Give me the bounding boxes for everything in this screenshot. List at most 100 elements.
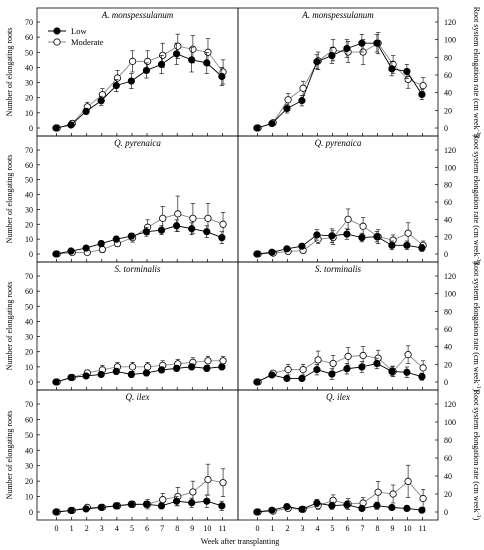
y-tick-label: 20 xyxy=(444,360,452,369)
data-point xyxy=(328,232,336,240)
data-point xyxy=(268,119,276,128)
data-point xyxy=(159,496,167,504)
y-tick-label: 40 xyxy=(25,446,33,455)
series-line xyxy=(55,225,223,255)
data-point xyxy=(219,357,227,365)
data-point xyxy=(97,97,105,105)
data-point xyxy=(52,508,60,516)
data-point xyxy=(157,60,166,69)
data-point xyxy=(112,82,120,90)
data-point xyxy=(419,364,427,372)
legend-label: Low xyxy=(71,26,87,36)
data-point xyxy=(67,506,75,515)
y-tick-label: 40 xyxy=(444,89,452,98)
y-tick-label: 20 xyxy=(444,233,452,242)
data-point xyxy=(298,505,306,513)
x-tick-label: 2 xyxy=(85,524,89,533)
y-tick-label: 80 xyxy=(444,436,452,445)
y-tick-label: 0 xyxy=(444,508,448,517)
data-point xyxy=(253,250,261,258)
x-tick-label: 3 xyxy=(301,524,305,533)
data-point xyxy=(52,124,60,132)
data-point xyxy=(253,378,261,386)
data-point xyxy=(358,39,366,47)
y-tick-label: 50 xyxy=(25,431,33,440)
series-moderate xyxy=(254,32,427,132)
data-point xyxy=(203,59,211,67)
y-tick-label: 60 xyxy=(444,325,452,334)
series-line xyxy=(55,500,222,513)
y-tick-label: 0 xyxy=(444,250,448,259)
data-point xyxy=(144,57,152,65)
series-moderate xyxy=(53,355,227,386)
left-axis-title: Number of elongating roots xyxy=(5,282,14,371)
y-tick-label: 120 xyxy=(444,400,456,409)
data-point xyxy=(98,245,106,254)
data-point xyxy=(298,97,306,105)
data-point xyxy=(358,504,366,512)
data-point xyxy=(388,241,396,249)
data-point xyxy=(373,39,381,47)
data-point xyxy=(173,497,181,505)
data-point xyxy=(127,77,135,85)
data-point xyxy=(284,96,292,104)
series-low xyxy=(253,357,426,386)
series-line xyxy=(257,42,424,129)
data-point xyxy=(418,90,426,99)
series-moderate xyxy=(53,195,227,258)
data-point xyxy=(142,369,151,377)
data-point xyxy=(284,366,292,374)
data-point xyxy=(142,500,151,508)
data-point xyxy=(203,497,211,505)
data-point xyxy=(128,57,137,65)
data-point xyxy=(218,502,226,510)
data-point xyxy=(174,42,182,50)
data-point xyxy=(204,214,212,222)
y-tick-label: 30 xyxy=(25,333,33,342)
y-tick-label: 50 xyxy=(25,302,33,311)
data-point xyxy=(142,66,151,75)
data-point xyxy=(373,502,381,510)
y-tick-label: 40 xyxy=(444,343,452,352)
left-axis-title: Number of elongating roots xyxy=(5,28,14,117)
x-tick-label: 5 xyxy=(331,524,335,533)
data-point xyxy=(204,357,212,365)
data-point xyxy=(403,368,411,376)
panel-6: S. torminalis 0 20 40 60 80 100 120 xyxy=(237,261,456,391)
y-tick-label: 10 xyxy=(25,493,33,502)
data-point xyxy=(283,245,291,253)
data-point xyxy=(329,359,337,368)
data-point xyxy=(218,363,226,371)
series-low xyxy=(253,499,426,516)
panel-4: Q. pyrenaica 0 20 40 60 80 100 120 xyxy=(237,135,456,263)
x-tick-label: 1 xyxy=(271,524,275,533)
data-point xyxy=(52,378,60,386)
series-line xyxy=(55,53,223,129)
data-point xyxy=(314,356,322,364)
left-axis-title: Number of elongating roots xyxy=(5,411,14,500)
data-point xyxy=(82,505,90,513)
panel-3: Q. pyrenaica 0 10 20 30 40 50 60 70 xyxy=(25,135,239,263)
data-point xyxy=(173,222,181,230)
right-axis-title: Root system elongation rate (cm week-1) xyxy=(472,390,481,521)
x-tick-label: 6 xyxy=(145,524,149,533)
y-tick-label: 10 xyxy=(25,109,33,118)
series-line xyxy=(258,218,424,255)
data-point xyxy=(268,506,276,514)
data-point xyxy=(67,121,75,129)
x-tick-label: 8 xyxy=(376,524,380,533)
y-tick-label: 50 xyxy=(25,176,33,185)
data-point xyxy=(298,374,306,383)
y-tick-label: 10 xyxy=(25,235,33,244)
data-point xyxy=(253,124,261,132)
right-axis-titles: Root system elongation rate (cm week-1)R… xyxy=(472,7,481,521)
data-point xyxy=(343,230,351,238)
data-point xyxy=(403,67,411,76)
data-point xyxy=(404,75,412,84)
y-tick-label: 60 xyxy=(444,198,452,207)
legend-marker xyxy=(53,27,61,35)
data-point xyxy=(359,222,367,230)
data-point xyxy=(189,45,197,53)
panel-title: A. monspessulanum xyxy=(101,10,174,20)
y-tick-label: 80 xyxy=(444,53,452,62)
